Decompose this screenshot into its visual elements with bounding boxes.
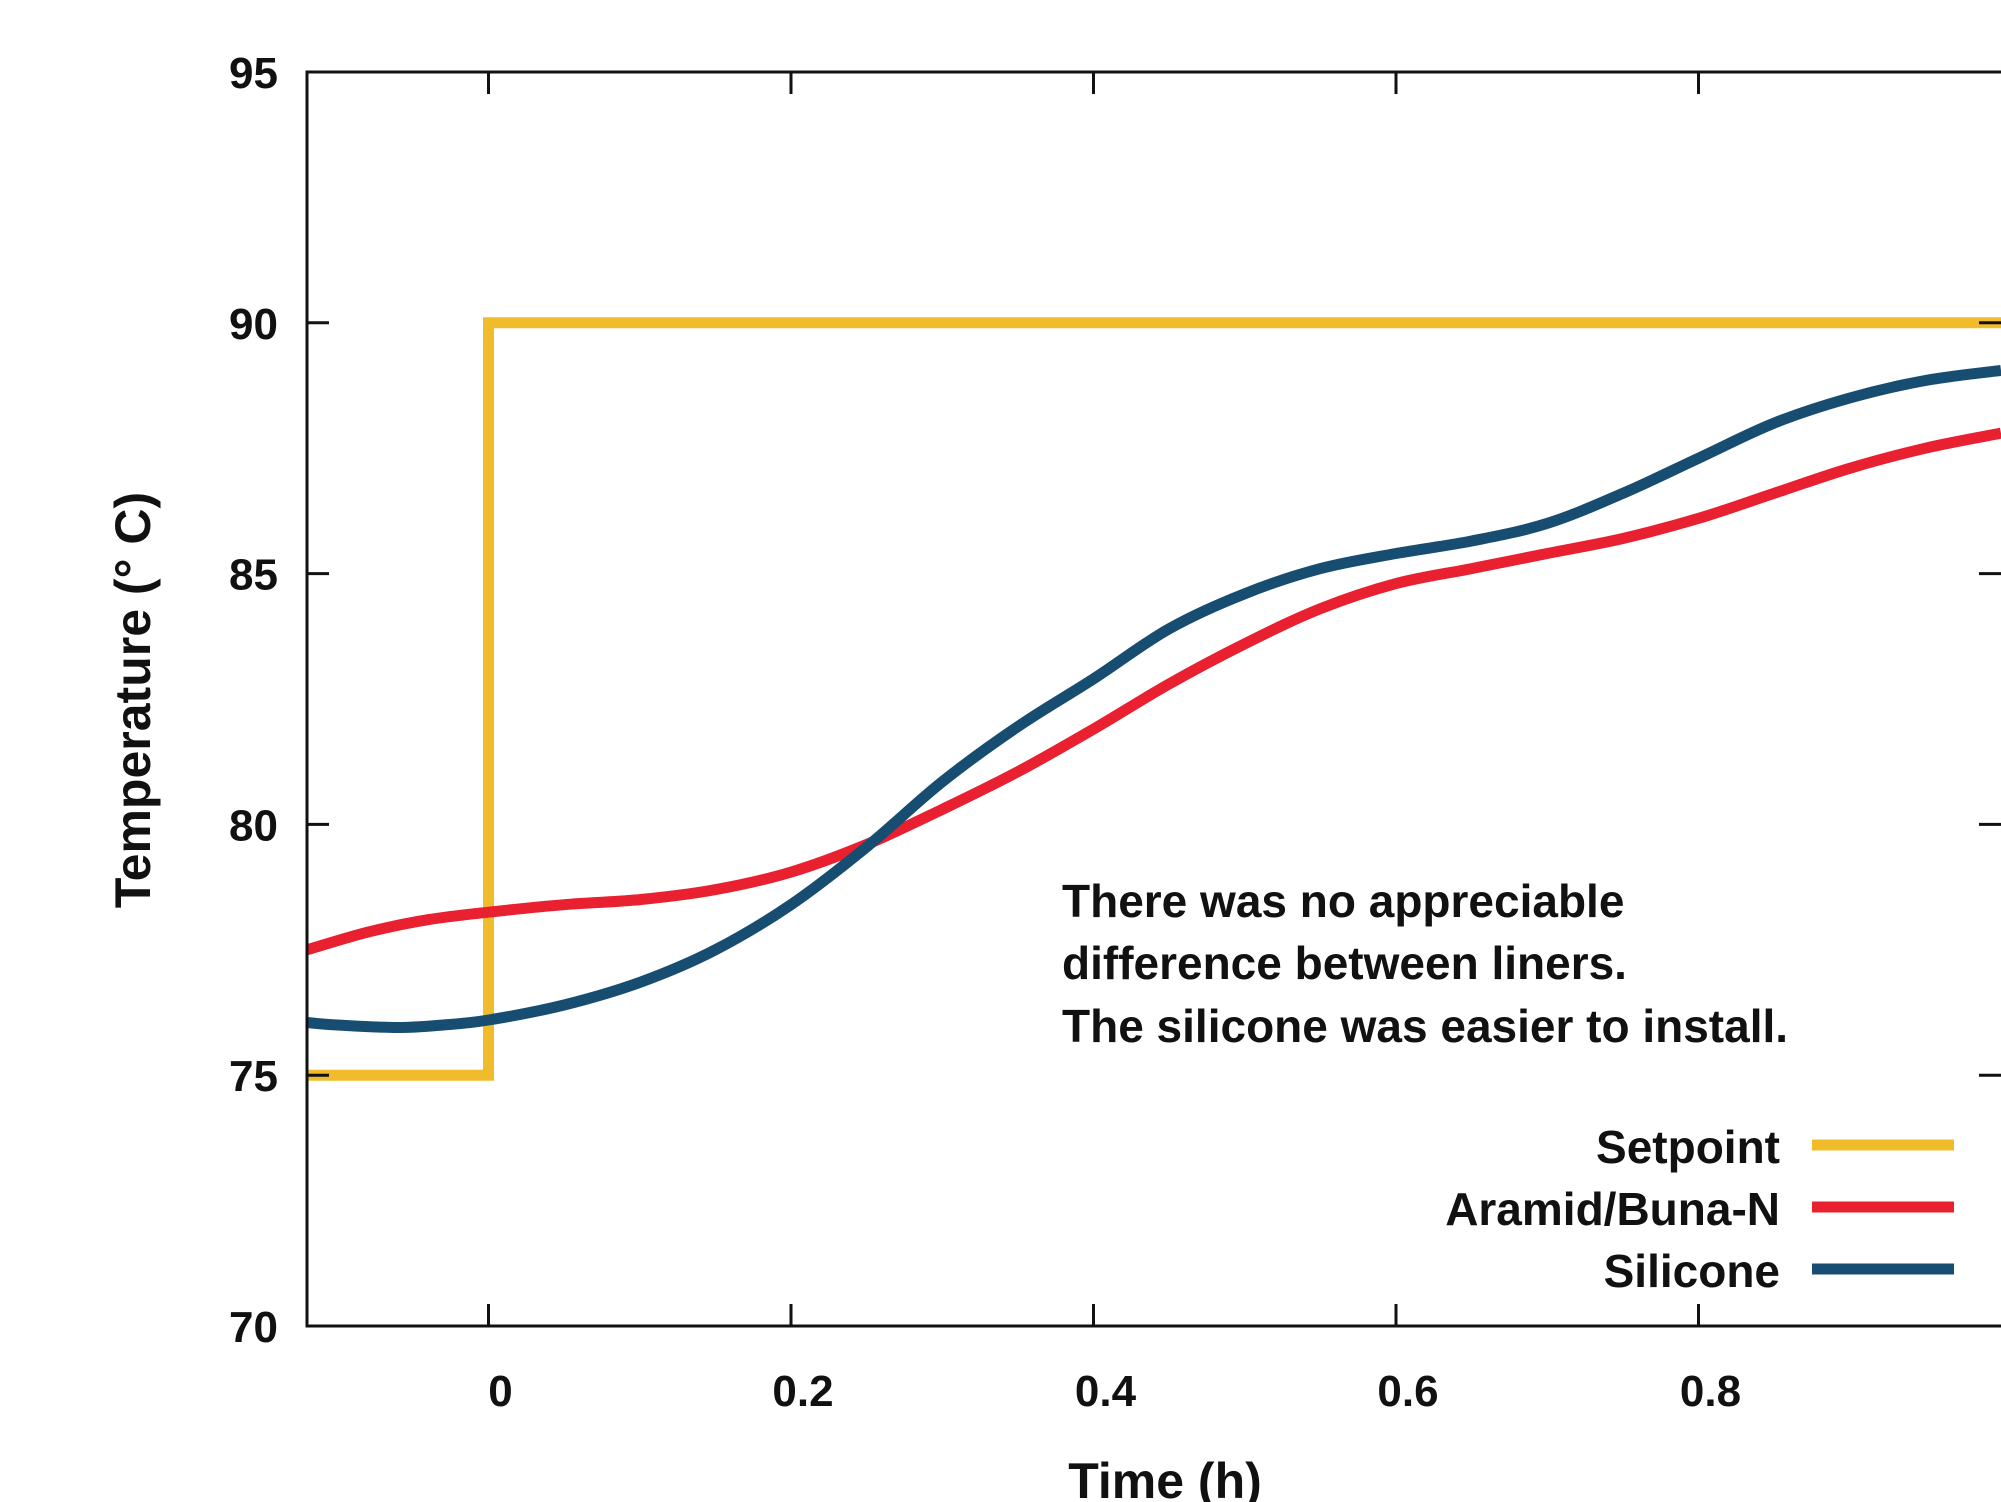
series-line-aramid-buna-n: [305, 427, 2001, 956]
annotation-line-1: There was no appreciable: [1062, 875, 1624, 927]
y-tick-label: 85: [229, 551, 278, 600]
axes-frame: [305, 70, 2001, 1328]
legend-entry-aramid-buna-n: Aramid/Buna-N: [1445, 1183, 1954, 1235]
plot-lines: [305, 317, 2001, 1081]
annotation-line-3: The silicone was easier to install.: [1062, 1000, 1788, 1052]
series-line-setpoint: [307, 317, 2001, 1081]
x-tick-label: 0: [488, 1367, 512, 1416]
y-tick-label: 70: [229, 1303, 278, 1352]
axis-ticks: [307, 72, 2001, 1326]
plot-frame: [305, 70, 2001, 1328]
y-tick-label: 75: [229, 1052, 278, 1101]
tick-labels: 0 0.2 0.4 0.6 0.8 70 75 80 85 90 95: [229, 49, 1741, 1416]
x-axis-title: Time (h): [1068, 1453, 1262, 1502]
x-tick-label: 0.4: [1075, 1367, 1137, 1416]
x-tick-label: 0.8: [1680, 1367, 1741, 1416]
x-tick-label: 0.6: [1377, 1367, 1438, 1416]
x-tick-label: 0.2: [772, 1367, 833, 1416]
y-tick-label: 90: [229, 300, 278, 349]
y-axis-title: Temperature (° C): [105, 492, 161, 908]
annotation-text: There was no appreciable difference betw…: [1062, 875, 1788, 1052]
legend-label-silicone: Silicone: [1604, 1245, 1780, 1297]
y-tick-label: 80: [229, 801, 278, 850]
legend-entry-silicone: Silicone: [1604, 1245, 1954, 1297]
annotation-line-2: difference between liners.: [1062, 937, 1627, 989]
series-line-silicone: [306, 365, 2001, 1034]
legend-label-setpoint: Setpoint: [1596, 1121, 1780, 1173]
legend-label-aramid-buna-n: Aramid/Buna-N: [1445, 1183, 1780, 1235]
legend: Setpoint Aramid/Buna-N Silicone: [1445, 1121, 1954, 1297]
y-tick-label: 95: [229, 49, 278, 98]
legend-entry-setpoint: Setpoint: [1596, 1121, 1954, 1173]
